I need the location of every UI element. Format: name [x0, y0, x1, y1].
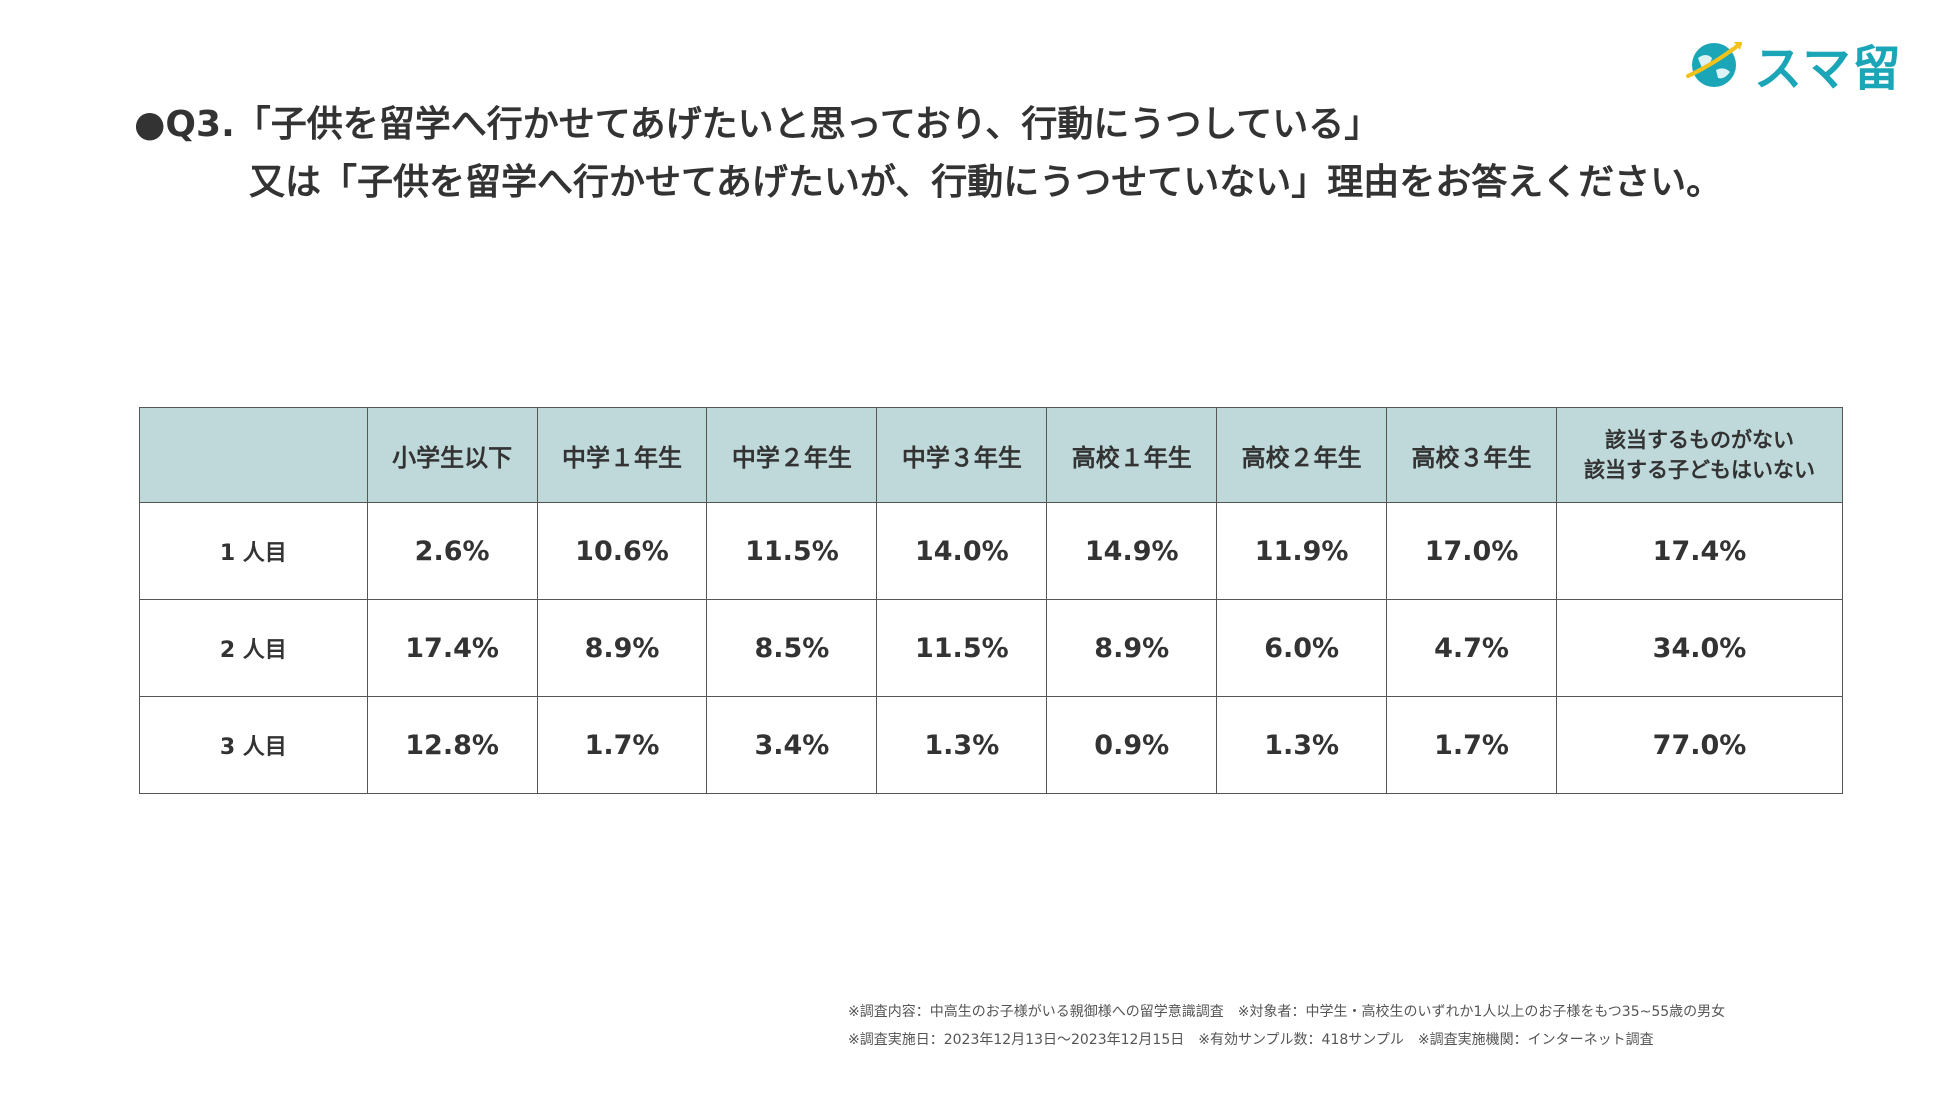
table-cell: 77.0% — [1556, 696, 1843, 794]
table-row: 2 人目 17.4% 8.9% 8.5% 11.5% 8.9% 6.0% 4.7… — [139, 599, 1843, 697]
table-cell: 11.9% — [1216, 502, 1388, 600]
question-title-line2: 又は「子供を留学へ行かせてあげたいが、行動にうつせていない」理由をお答えください… — [249, 162, 1723, 203]
table-cell: 6.0% — [1216, 599, 1388, 697]
brand-logo: スマ留 — [1684, 34, 1903, 97]
table-cell: 0.9% — [1046, 696, 1218, 794]
table-cell: 12.8% — [366, 696, 538, 794]
row-label: 3 人目 — [139, 696, 368, 794]
table-cell: 8.5% — [706, 599, 878, 697]
table-cell: 10.6% — [536, 502, 708, 600]
table-cell: 17.0% — [1386, 502, 1557, 600]
logo-text: スマ留 — [1754, 41, 1903, 97]
table-cell: 17.4% — [366, 599, 538, 697]
table-cell: 8.9% — [1046, 599, 1218, 697]
table-cell: 14.9% — [1046, 502, 1218, 600]
footnote-line2: ※調査実施日：2023年12月13日～2023年12月15日 ※有効サンプル数：… — [848, 1032, 1654, 1048]
table-header-row: 小学生以下 中学１年生 中学２年生 中学３年生 高校１年生 高校２年生 高校３年… — [139, 407, 1843, 503]
table-cell: 1.3% — [876, 696, 1048, 794]
column-header-none-line1: 該当するものがない — [1605, 428, 1794, 452]
table-cell: 4.7% — [1386, 599, 1557, 697]
table-cell: 8.9% — [536, 599, 708, 697]
globe-logo-icon — [1686, 42, 1742, 87]
table-cell: 2.6% — [366, 502, 538, 600]
survey-footnote: ※調査内容：中高生のお子様がいる親御様への留学意識調査 ※対象者：中学生・高校生… — [848, 998, 1725, 1054]
table-cell: 11.5% — [706, 502, 878, 600]
column-header: 高校２年生 — [1216, 407, 1388, 503]
header-corner-cell — [139, 407, 368, 503]
column-header-none: 該当するものがない 該当する子どもはいない — [1556, 407, 1843, 503]
column-header: 小学生以下 — [366, 407, 538, 503]
column-header: 中学１年生 — [536, 407, 708, 503]
table-cell: 3.4% — [706, 696, 878, 794]
row-label: 1 人目 — [139, 502, 368, 600]
table-cell: 14.0% — [876, 502, 1048, 600]
table-cell: 11.5% — [876, 599, 1048, 697]
table-row: 1 人目 2.6% 10.6% 11.5% 14.0% 14.9% 11.9% … — [139, 502, 1843, 600]
results-table: 小学生以下 中学１年生 中学２年生 中学３年生 高校１年生 高校２年生 高校３年… — [139, 407, 1843, 794]
footnote-line1: ※調査内容：中高生のお子様がいる親御様への留学意識調査 ※対象者：中学生・高校生… — [848, 1004, 1726, 1020]
table-cell: 1.3% — [1216, 696, 1388, 794]
table-row: 3 人目 12.8% 1.7% 3.4% 1.3% 0.9% 1.3% 1.7%… — [139, 696, 1843, 794]
column-header-none-line2: 該当する子どもはいない — [1584, 458, 1815, 482]
column-header: 中学２年生 — [706, 407, 878, 503]
table-cell: 1.7% — [1386, 696, 1557, 794]
row-label: 2 人目 — [139, 599, 368, 697]
column-header: 高校３年生 — [1386, 407, 1557, 503]
column-header: 中学３年生 — [876, 407, 1048, 503]
question-title-line1: ●Q3.「子供を留学へ行かせてあげたいと思っており、行動にうつしている」 — [134, 104, 1381, 145]
column-header: 高校１年生 — [1046, 407, 1218, 503]
table-cell: 17.4% — [1556, 502, 1843, 600]
table-cell: 1.7% — [536, 696, 708, 794]
question-title: ●Q3.「子供を留学へ行かせてあげたいと思っており、行動にうつしている」 又は「… — [134, 96, 1722, 212]
table-cell: 34.0% — [1556, 599, 1843, 697]
